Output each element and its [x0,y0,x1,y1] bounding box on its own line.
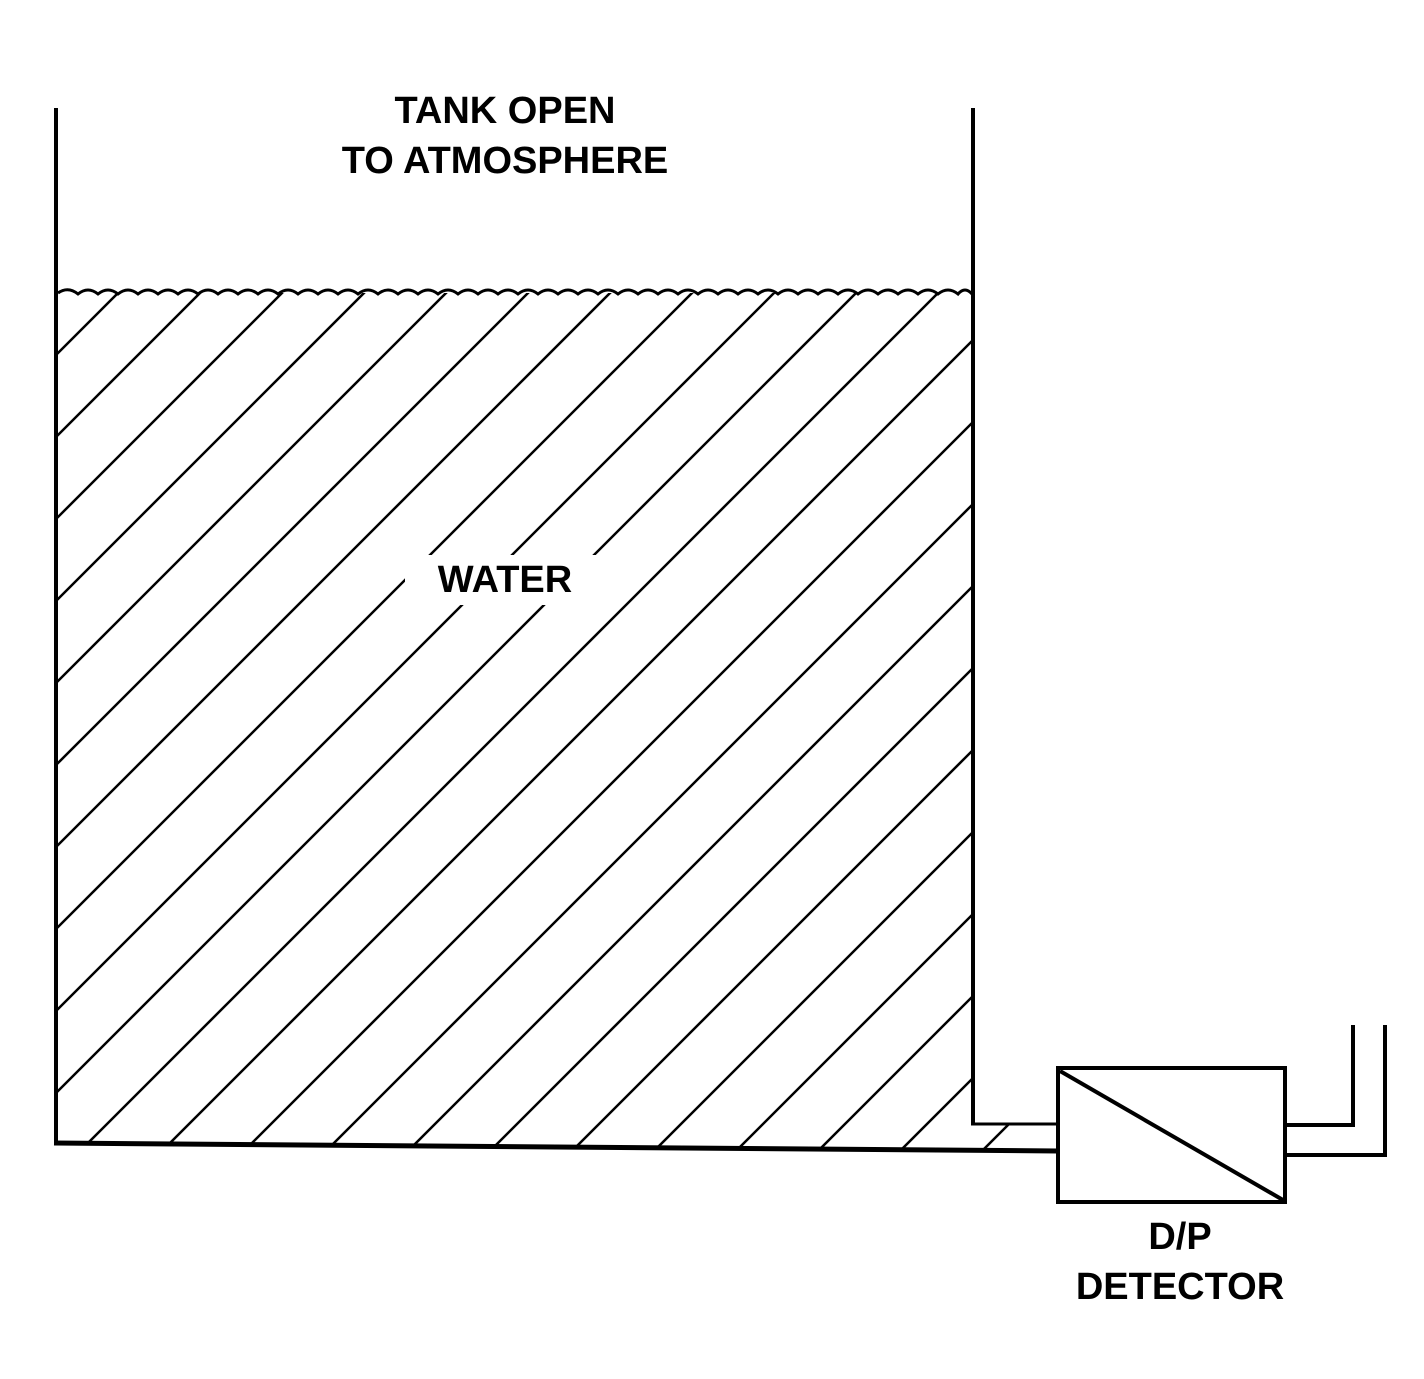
dp-detector-label: D/P DETECTOR [1040,1212,1320,1312]
hatch-line [56,293,296,1150]
low-side-pipe-inner [1285,1025,1355,1127]
water-label: WATER [405,555,605,605]
hatch-line [56,293,624,1150]
hatch-line [56,293,542,1150]
dp-detector-diagonal [1058,1069,1285,1202]
hatch-line [726,293,1058,1150]
water-surface [57,288,974,297]
water-hatching [0,280,1058,1160]
dp-label-line2: DETECTOR [1075,1266,1285,1308]
dp-label-line1: D/P [1148,1216,1212,1258]
tank-open-label: TANK OPEN TO ATMOSPHERE [290,86,720,186]
hatch-line [56,293,460,1150]
hatch-line [480,293,1058,1150]
hatch-line [56,293,214,1150]
hatch-line [56,293,788,1150]
dp-detector-box [1056,1066,1287,1204]
hatch-line [56,293,706,1150]
hatch-line [56,293,870,1150]
hatch-line [0,280,49,1160]
hatch-line [398,293,1058,1150]
hatch-line [562,293,1058,1150]
hatch-line [808,293,1058,1150]
hatch-line [316,293,1058,1150]
hatch-line [234,293,1058,1150]
tank-bottom [53,1140,1059,1154]
tank-label-line2: TO ATMOSPHERE [341,140,669,182]
hatch-line [56,293,378,1150]
hatch-line [70,293,952,1150]
hatch-line [56,293,132,1150]
hatch-line [972,293,1058,1150]
hatch-line [152,293,1034,1150]
hatch-line [644,293,1058,1150]
low-side-pipe-outer [1285,1025,1387,1157]
tank-label-line1: TANK OPEN [394,90,616,132]
hatch-line [1054,293,1058,1150]
hatch-line [890,293,1058,1150]
